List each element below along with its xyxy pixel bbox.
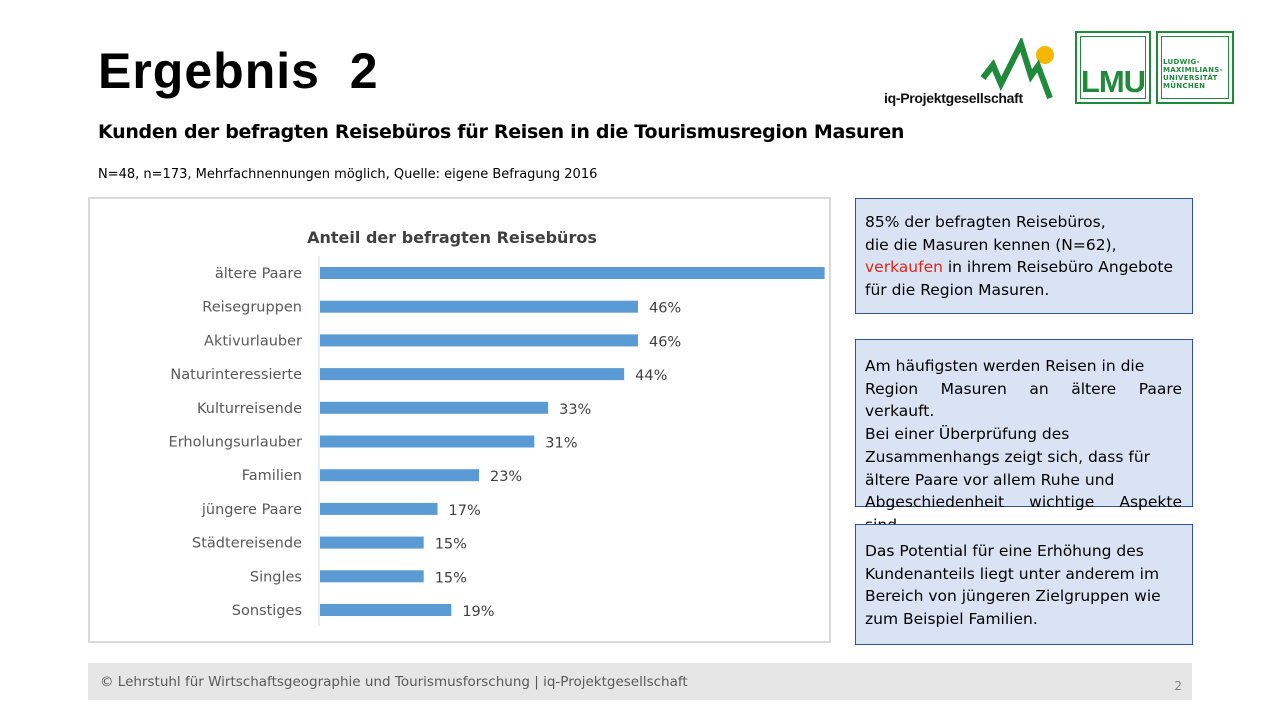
info-line: 85% der befragten Reisebüros,: [865, 213, 1106, 231]
data-label: 23%: [490, 469, 522, 485]
lmu-logo: LMU: [1075, 31, 1151, 104]
data-label: 31%: [545, 436, 577, 452]
info-line: Bei einer Überprüfung des: [865, 425, 1070, 444]
iq-logo: iq-Projektgesellschaft: [880, 38, 1070, 106]
bar: [320, 401, 549, 414]
category-label: jüngere Paare: [201, 502, 302, 518]
page-number: 2: [1174, 679, 1182, 693]
bar-chart: Anteil der befragten Reisebüros ältere Pa…: [169, 228, 825, 626]
bar: [320, 604, 452, 616]
info-line: Region Masuren an ältere Paare verkauft.: [865, 379, 1182, 421]
data-label: 46%: [649, 301, 681, 317]
footer-copyright: © Lehrstuhl für Wirtschaftsgeographie un…: [100, 674, 688, 690]
info-box-older-couples: Am häufigsten werden Reisen in die Regio…: [855, 339, 1193, 534]
bar: [320, 267, 825, 279]
category-label: Aktivurlauber: [204, 333, 302, 349]
data-label: 17%: [449, 503, 481, 519]
bar: [320, 435, 535, 448]
data-label: 19%: [462, 604, 494, 620]
bar: [320, 570, 424, 583]
lmu-logo-frame: [1080, 36, 1146, 99]
bar: [320, 368, 625, 381]
info-line: Das Potential für eine Erhöhung des: [865, 542, 1144, 560]
info-line: Am häufigsten werden Reisen in die: [865, 357, 1145, 375]
lmu-logo-text: LMU: [1080, 64, 1146, 99]
info-line: zum Beispiel Familien.: [865, 610, 1038, 629]
data-label: 44%: [635, 368, 667, 384]
info-line: für die Region Masuren.: [865, 281, 1050, 300]
category-label: Reisegruppen: [202, 300, 302, 316]
university-logo-frame: [1161, 36, 1229, 99]
category-label: ältere Paare: [215, 266, 302, 282]
info-line: ältere Paare vor allem Ruhe und: [865, 470, 1115, 489]
info-line: Kundenanteils liegt unter anderem im: [865, 564, 1160, 583]
bar: [320, 469, 479, 482]
slide-title: Ergebnis 2: [98, 43, 379, 99]
highlight-word: verkaufen: [865, 258, 943, 277]
category-label: Singles: [250, 569, 302, 585]
bar: [320, 334, 638, 347]
category-label: Erholungsurlauber: [169, 435, 302, 451]
data-label: 15%: [435, 570, 467, 586]
footer-bar: © Lehrstuhl für Wirtschaftsgeographie un…: [88, 663, 1192, 700]
data-label: 46%: [649, 334, 681, 350]
bar: [320, 536, 424, 549]
chart-frame: Anteil der befragten Reisebüros ältere Pa…: [88, 197, 831, 643]
bar: [320, 502, 438, 515]
chart-title: Anteil der befragten Reisebüros: [307, 228, 597, 247]
category-label: Naturinteressierte: [170, 367, 302, 383]
bar: [320, 300, 638, 313]
iq-mountain-icon: [980, 38, 1054, 100]
sample-note: N=48, n=173, Mehrfachnennungen möglich, …: [98, 167, 598, 182]
info-line: Bereich von jüngeren Zielgruppen wie: [865, 587, 1161, 606]
info-line-rest: in ihrem Reisebüro Angebote: [942, 258, 1174, 277]
data-label: 15%: [435, 537, 467, 553]
info-box-sales: 85% der befragten Reisebüros, die die Ma…: [855, 198, 1193, 314]
info-line: Zusammenhangs zeigt sich, dass für: [865, 447, 1151, 466]
university-logo-text: LUDWIG- MAXIMILIANS- UNIVERSITÄT MÜNCHEN: [1163, 58, 1223, 90]
category-label: Sonstiges: [232, 603, 302, 619]
category-label: Familien: [242, 468, 302, 484]
category-label: Städtereisende: [192, 536, 302, 552]
info-line-highlight: verkaufen in ihrem Reisebüro Angebote: [865, 256, 1182, 279]
university-logo: LUDWIG- MAXIMILIANS- UNIVERSITÄT MÜNCHEN: [1156, 31, 1234, 104]
info-line: die die Masuren kennen (N=62),: [865, 235, 1117, 254]
data-label: 33%: [559, 402, 591, 418]
slide-subtitle: Kunden der befragten Reisebüros für Reis…: [98, 121, 905, 143]
category-label: Kulturreisende: [197, 401, 302, 417]
info-box-potential: Das Potential für eine Erhöhung des Kund…: [855, 524, 1193, 645]
iq-logo-text: iq-Projektgesellschaft: [884, 90, 1023, 106]
